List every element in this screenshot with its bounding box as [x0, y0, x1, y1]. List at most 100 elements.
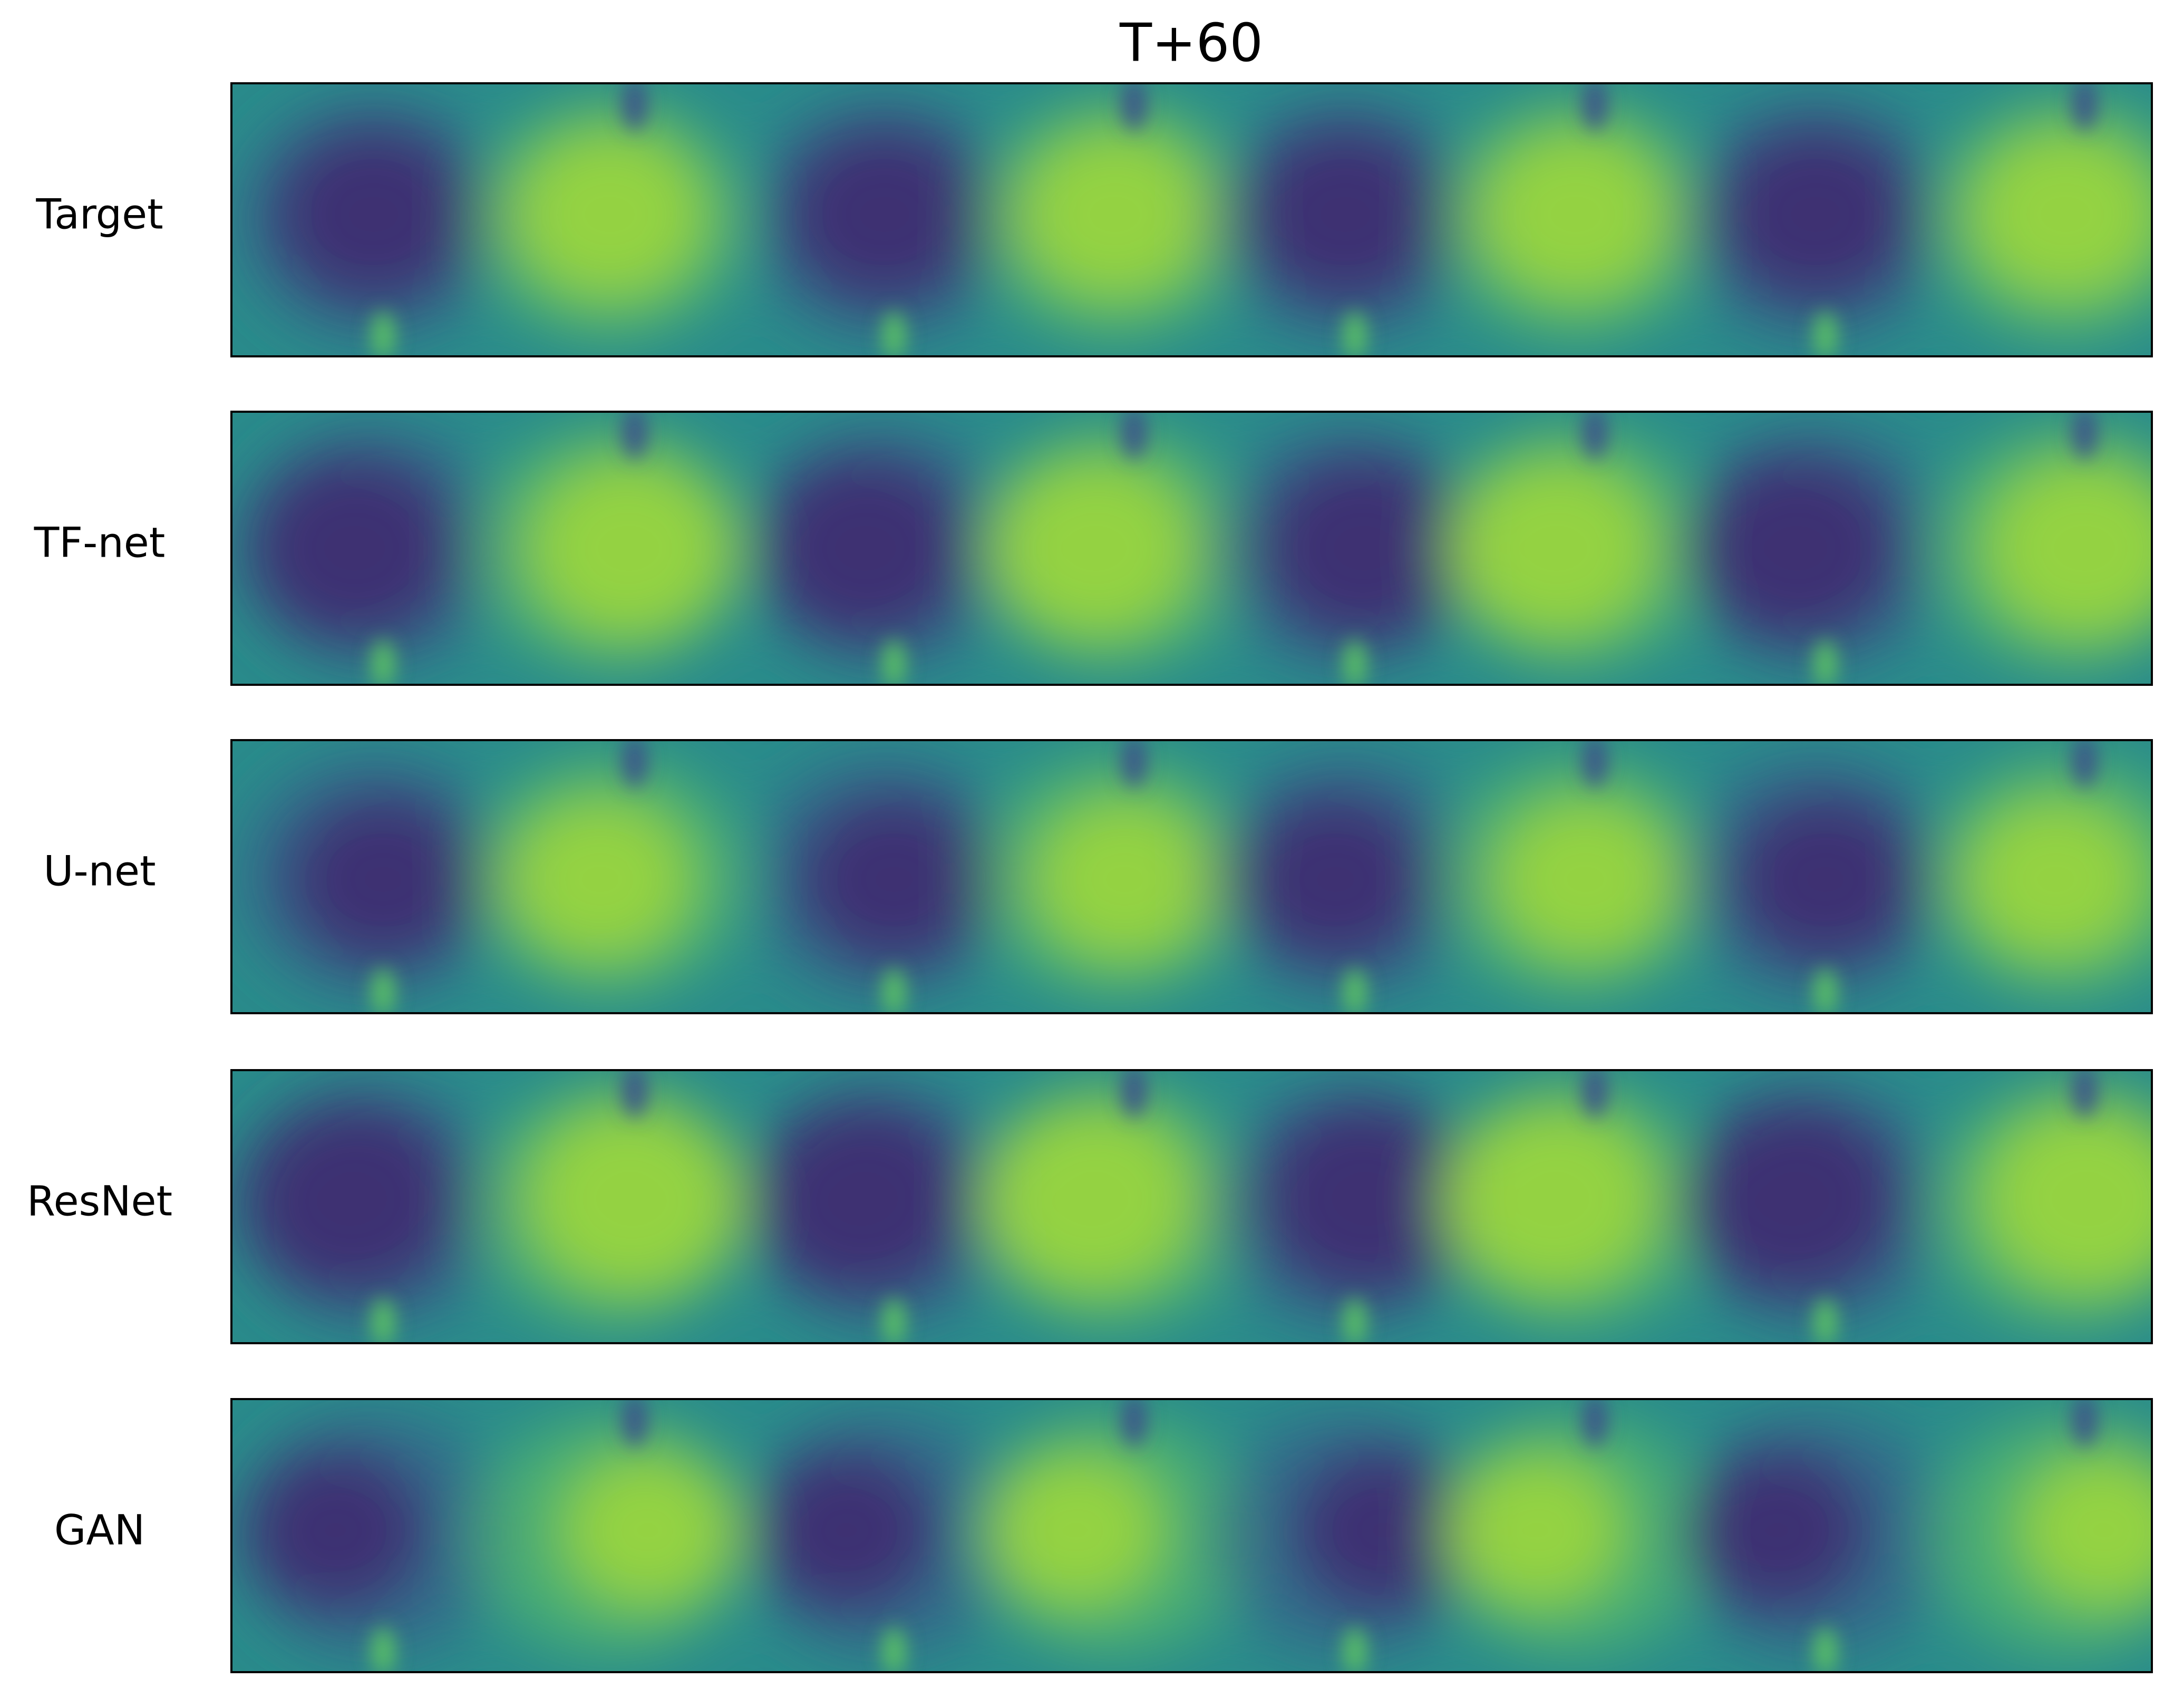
bottom-spot	[1343, 1627, 1367, 1672]
bottom-spot	[371, 1298, 395, 1343]
high-halo	[977, 1414, 1252, 1657]
panel-label: U-net	[43, 848, 156, 895]
high-halo	[1928, 1414, 2152, 1657]
top-notch	[1582, 83, 1608, 131]
low-halo	[236, 1085, 511, 1328]
bottom-spot	[1813, 640, 1837, 685]
field-spots	[371, 740, 2098, 1013]
top-notch	[622, 83, 648, 131]
figure-title: T+60	[1119, 12, 1263, 73]
field-blobs	[236, 427, 2152, 669]
high-halo	[977, 99, 1252, 341]
high-halo	[472, 1414, 747, 1657]
top-notch	[1121, 412, 1147, 459]
panel-frame	[230, 739, 2153, 1014]
high-halo	[1928, 755, 2152, 998]
field-blobs	[236, 1085, 2152, 1328]
bottom-spot	[1343, 640, 1367, 685]
bottom-spot	[1813, 968, 1837, 1013]
top-notch	[1121, 1399, 1147, 1447]
bottom-spot	[1343, 968, 1367, 1013]
low-halo	[1208, 755, 1482, 998]
panel-image	[231, 1399, 2152, 1672]
high-halo	[977, 1085, 1252, 1328]
low-halo	[747, 99, 1022, 341]
panel-label: Target	[35, 191, 163, 238]
top-notch	[622, 740, 648, 788]
bottom-spot	[1813, 1627, 1837, 1672]
low-halo	[236, 99, 511, 341]
high-halo	[977, 427, 1252, 669]
low-halo	[747, 755, 1022, 998]
field-spots	[371, 83, 2098, 356]
top-notch	[622, 1070, 648, 1118]
top-notch	[1582, 1070, 1608, 1118]
low-halo	[1208, 427, 1482, 669]
high-halo	[1928, 99, 2152, 341]
panel-label: TF-net	[34, 519, 166, 567]
top-notch	[1121, 740, 1147, 788]
low-halo	[236, 1414, 511, 1657]
top-notch	[2072, 412, 2098, 459]
top-notch	[2072, 83, 2098, 131]
panel-label: GAN	[54, 1507, 145, 1554]
high-halo	[472, 1085, 747, 1328]
field-spots	[371, 1070, 2098, 1343]
field-spots	[371, 412, 2098, 685]
low-halo	[1678, 755, 1953, 998]
bottom-spot	[882, 968, 906, 1013]
high-halo	[1928, 427, 2152, 669]
panel-frame	[230, 1069, 2153, 1344]
top-notch	[1582, 1399, 1608, 1447]
bottom-spot	[371, 312, 395, 356]
high-halo	[977, 755, 1252, 998]
panels: Target TF-net U-net ResNet GAN	[27, 82, 2153, 1673]
low-halo	[747, 427, 1022, 669]
top-notch	[622, 412, 648, 459]
panel-frame	[230, 411, 2153, 686]
field-blobs	[236, 755, 2152, 998]
high-halo	[1439, 99, 1713, 341]
top-notch	[1582, 740, 1608, 788]
bottom-spot	[882, 640, 906, 685]
high-halo	[472, 99, 747, 341]
low-halo	[747, 1085, 1022, 1328]
panel-image	[231, 83, 2152, 356]
bottom-spot	[882, 312, 906, 356]
bottom-spot	[1813, 1298, 1837, 1343]
low-halo	[1208, 1085, 1482, 1328]
field-spots	[371, 1399, 2098, 1672]
field-blobs	[236, 1414, 2152, 1657]
panel-frame	[230, 82, 2153, 357]
bottom-spot	[371, 968, 395, 1013]
panel-label: ResNet	[27, 1178, 172, 1225]
bottom-spot	[1813, 312, 1837, 356]
top-notch	[1121, 1070, 1147, 1118]
low-halo	[1678, 1414, 1953, 1657]
low-halo	[1208, 1414, 1482, 1657]
low-halo	[236, 755, 511, 998]
top-notch	[622, 1399, 648, 1447]
bottom-spot	[1343, 1298, 1367, 1343]
high-halo	[1928, 1085, 2152, 1328]
bottom-spot	[371, 1627, 395, 1672]
panel-image	[231, 740, 2152, 1013]
bottom-spot	[371, 640, 395, 685]
panel-frame	[230, 1398, 2153, 1673]
high-halo	[472, 427, 747, 669]
low-halo	[747, 1414, 1022, 1657]
high-halo	[1439, 1414, 1713, 1657]
top-notch	[2072, 1070, 2098, 1118]
top-notch	[2072, 1399, 2098, 1447]
top-notch	[1121, 83, 1147, 131]
field-blobs	[236, 99, 2152, 341]
low-halo	[236, 427, 511, 669]
panel-image	[231, 412, 2152, 685]
low-halo	[1678, 1085, 1953, 1328]
high-halo	[472, 755, 747, 998]
low-halo	[1678, 99, 1953, 341]
bottom-spot	[882, 1627, 906, 1672]
top-notch	[2072, 740, 2098, 788]
top-notch	[1582, 412, 1608, 459]
